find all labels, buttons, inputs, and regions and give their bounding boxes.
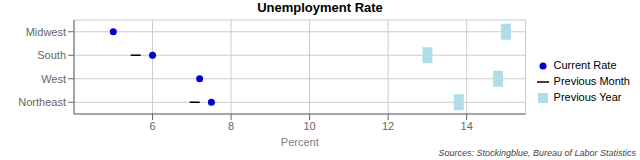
svg-text:6: 6 [149, 120, 155, 132]
svg-text:Northeast: Northeast [18, 96, 66, 108]
html-text:Previous Year: Previous Year [553, 91, 622, 103]
svg-text:Midwest: Midwest [26, 26, 66, 38]
svg-text:10: 10 [303, 120, 315, 132]
svg-text:12: 12 [382, 120, 394, 132]
html-text:Previous Month: Previous Month [553, 75, 630, 87]
html-text:Current Rate: Current Rate [553, 59, 617, 71]
svg-text:8: 8 [228, 120, 234, 132]
svg-text:South: South [37, 49, 66, 61]
html-text:Unemployment Rate: Unemployment Rate [257, 0, 383, 15]
svg-text:14: 14 [461, 120, 473, 132]
svg-text:West: West [41, 73, 66, 85]
html-text:Sources: Stockingblue, Bureau: Sources: Stockingblue, Bureau of Labor S… [438, 148, 636, 158]
svg-text:Percent: Percent [281, 136, 319, 146]
